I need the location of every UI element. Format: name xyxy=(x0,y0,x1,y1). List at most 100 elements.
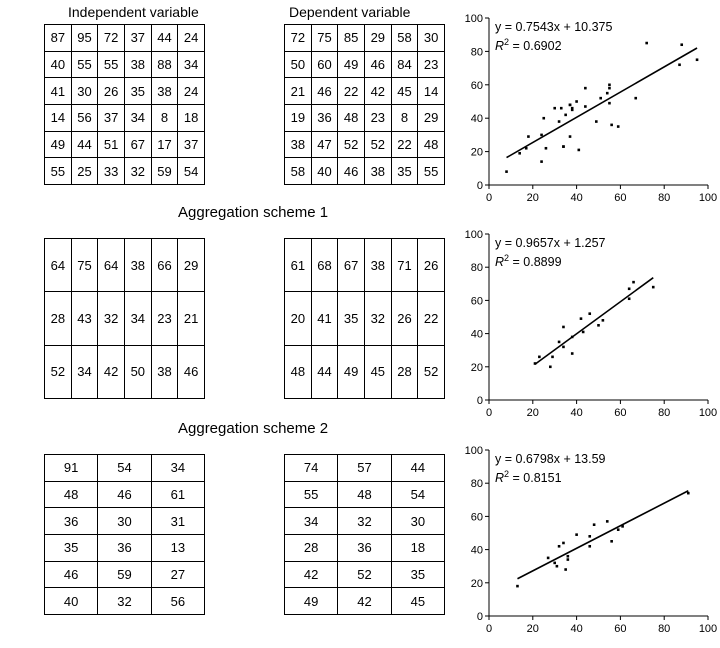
grid-cell: 30 xyxy=(417,24,445,52)
grid-cell: 55 xyxy=(44,157,72,185)
original-independent-grid: 87 95 72 37 44 24 40 55 55 38 88 34 41 30 26 35 38 24 14 56… xyxy=(44,24,205,185)
grid-row: 52 34 42 50 38 46 xyxy=(44,344,205,400)
data-point xyxy=(599,96,602,100)
data-point xyxy=(549,365,552,369)
data-point xyxy=(562,541,565,545)
y-tick-label: 100 xyxy=(465,13,483,25)
data-point xyxy=(634,96,638,100)
y-tick-label: 80 xyxy=(471,46,483,58)
data-point xyxy=(557,544,561,548)
trendline xyxy=(517,490,689,580)
data-point xyxy=(605,91,609,95)
grid-cell: 72 xyxy=(284,24,312,52)
data-point xyxy=(608,101,611,105)
scheme2-independent-grid: 91 54 34 48 46 61 36 30 31 35 36 13 46 59 27 40 32 56 xyxy=(43,454,206,615)
data-point xyxy=(570,108,574,112)
grid-cell: 56 xyxy=(70,103,99,132)
grid-cell: 88 xyxy=(150,50,179,79)
x-tick-label: 100 xyxy=(699,192,717,204)
grid-cell: 32 xyxy=(123,157,152,185)
grid-row: 28 36 18 xyxy=(283,533,446,562)
r-superscript: 2 xyxy=(504,253,509,263)
y-tick-label: 40 xyxy=(471,113,483,125)
grid-cell: 52 xyxy=(44,344,72,400)
grid-cell: 38 xyxy=(150,344,179,400)
grid-cell: 58 xyxy=(390,24,419,52)
grid-cell: 19 xyxy=(284,103,312,132)
data-point xyxy=(645,41,648,45)
y-tick-label: 100 xyxy=(465,445,483,457)
data-point xyxy=(557,120,561,123)
grid-cell: 87 xyxy=(44,24,72,52)
grid-cell: 22 xyxy=(337,77,365,105)
grid-cell: 27 xyxy=(150,560,206,589)
grid-cell: 52 xyxy=(417,344,445,400)
grid-cell: 8 xyxy=(390,103,419,132)
data-point xyxy=(597,324,600,327)
grid-row: 40 32 56 xyxy=(43,587,206,615)
x-tick-label: 0 xyxy=(486,192,492,204)
x-tick-label: 20 xyxy=(527,407,539,419)
data-point xyxy=(584,105,587,108)
grid-cell: 30 xyxy=(70,77,99,105)
grid-row: 46 59 27 xyxy=(43,560,206,589)
data-point xyxy=(601,319,605,322)
y-tick-label: 100 xyxy=(465,229,483,241)
data-point xyxy=(608,83,611,87)
data-point xyxy=(608,86,611,90)
grid-cell: 31 xyxy=(150,507,206,535)
grid-cell: 23 xyxy=(417,50,445,79)
grid-row: 48 44 49 45 28 52 xyxy=(284,344,445,400)
scheme1-independent-grid: 64 75 64 38 66 29 28 43 32 34 23 21 52 34 42 50 38 46 xyxy=(44,237,205,400)
grid-cell: 44 xyxy=(310,344,339,400)
grid-cell: 64 xyxy=(44,237,72,293)
grid-cell: 33 xyxy=(97,157,125,185)
grid-cell: 59 xyxy=(97,560,152,589)
data-point xyxy=(570,352,574,355)
grid-cell: 37 xyxy=(177,130,205,159)
data-point xyxy=(518,151,521,155)
r-superscript: 2 xyxy=(504,469,509,479)
grid-cell: 30 xyxy=(97,507,152,535)
grid-cell: 46 xyxy=(363,50,392,79)
y-tick-label: 0 xyxy=(477,611,483,623)
grid-cell: 42 xyxy=(283,560,339,589)
scheme2-dependent-grid: 74 57 44 55 48 54 34 32 30 28 36 18 42 52 35 49 42 45 xyxy=(283,454,446,615)
grid-cell: 34 xyxy=(123,103,152,132)
data-point xyxy=(575,100,578,103)
data-point xyxy=(555,564,559,568)
grid-cell: 28 xyxy=(44,291,72,346)
grid-cell: 29 xyxy=(417,103,445,132)
r-symbol: R xyxy=(495,39,504,53)
data-point xyxy=(584,86,587,90)
grid-cell: 68 xyxy=(310,237,339,293)
regression-equation: y = 0.6798x + 13.59 xyxy=(495,452,606,466)
grid-row: 28 43 32 34 23 21 xyxy=(44,291,205,346)
data-point xyxy=(621,525,624,528)
data-point xyxy=(562,345,565,349)
y-tick-label: 80 xyxy=(471,478,483,490)
scheme1-dependent-grid: 61 68 67 38 71 26 20 41 35 32 26 22 48 44 49 45 28 52 xyxy=(284,237,445,400)
data-point xyxy=(551,355,554,359)
grid-cell: 41 xyxy=(44,77,72,105)
grid-cell: 28 xyxy=(390,344,419,400)
grid-row: 87 95 72 37 44 24 xyxy=(44,24,205,52)
grid-cell: 44 xyxy=(150,24,179,52)
data-point xyxy=(527,135,530,138)
data-point xyxy=(540,133,543,137)
x-tick-label: 80 xyxy=(658,623,670,635)
grid-cell: 48 xyxy=(337,480,392,509)
r-squared-value: = 0.6902 xyxy=(509,39,562,53)
r-squared-value: = 0.8899 xyxy=(509,255,562,269)
grid-cell: 35 xyxy=(337,291,365,346)
grid-cell: 22 xyxy=(390,130,419,159)
data-point xyxy=(559,106,563,110)
r-superscript: 2 xyxy=(504,37,509,47)
aggregation-scheme-2-title: Aggregation scheme 2 xyxy=(178,420,329,437)
data-point xyxy=(588,535,592,538)
data-point xyxy=(686,491,690,495)
grid-cell: 24 xyxy=(177,77,205,105)
grid-cell: 91 xyxy=(43,454,99,482)
